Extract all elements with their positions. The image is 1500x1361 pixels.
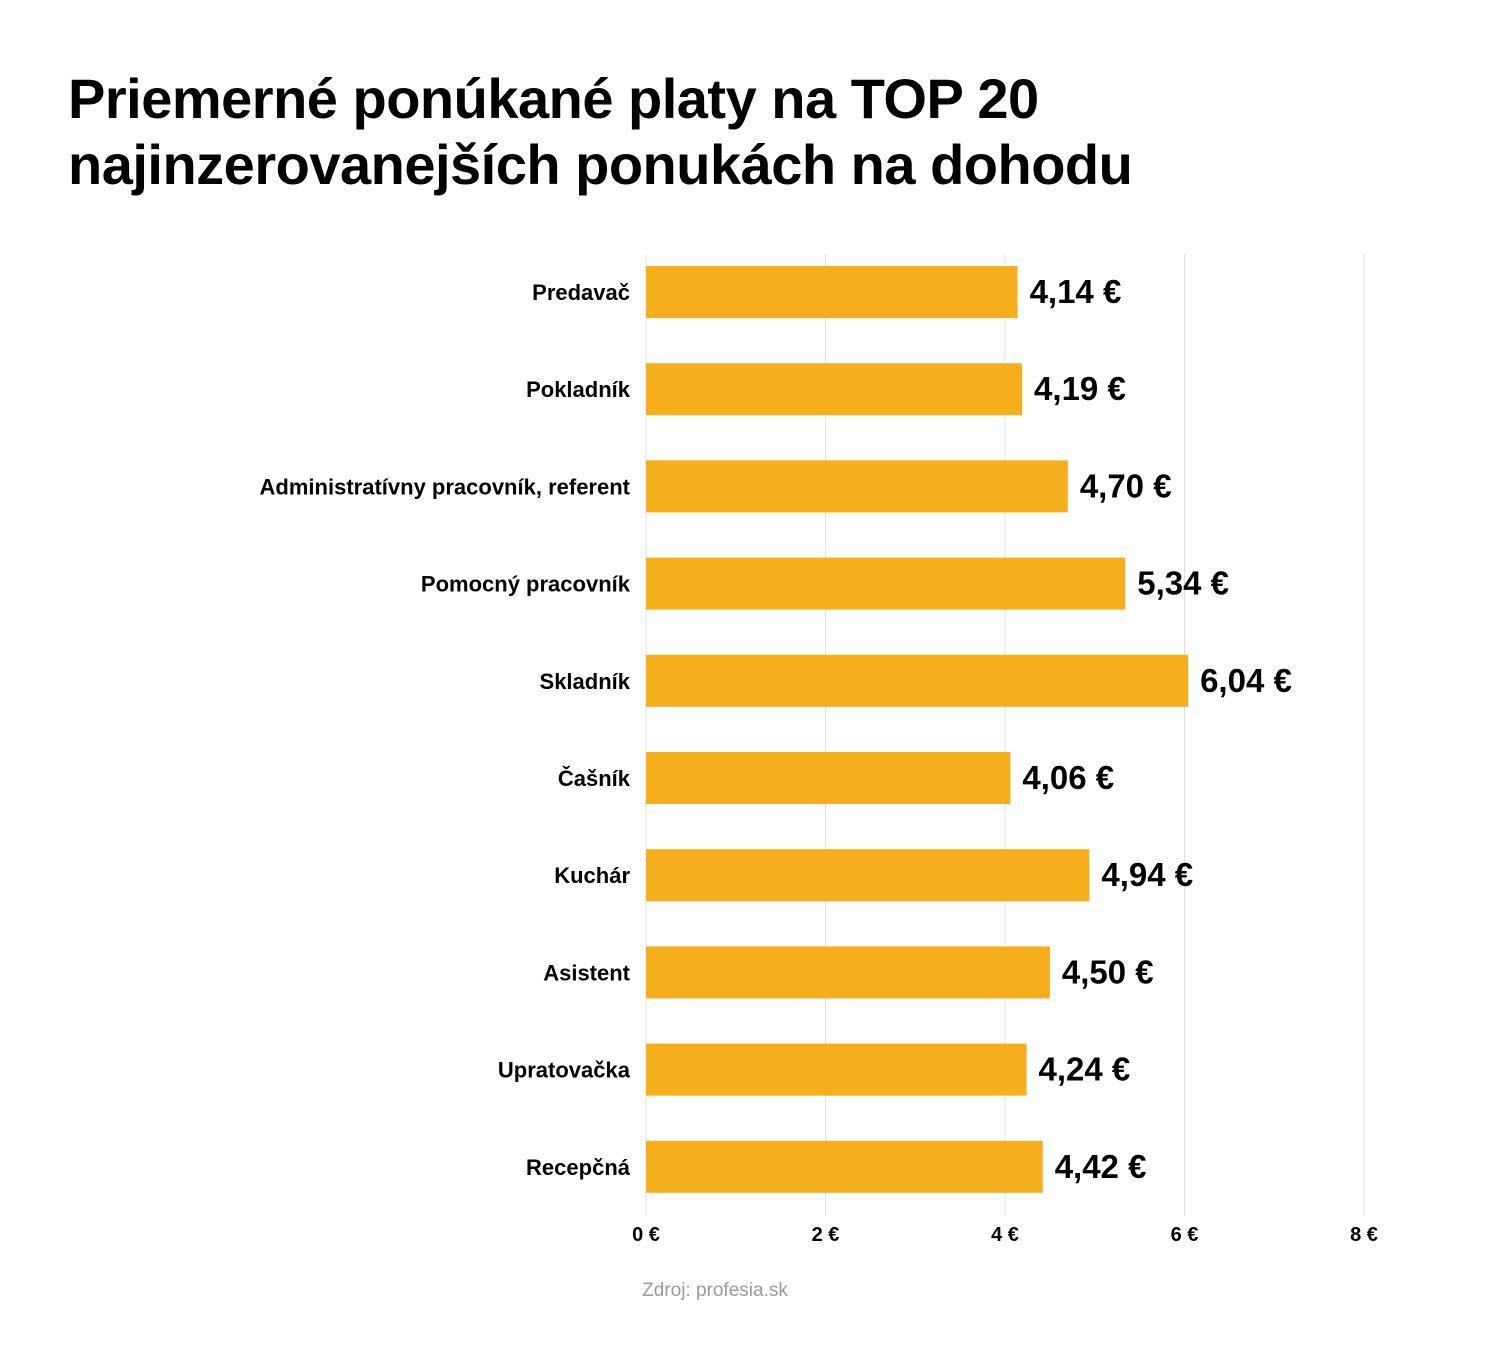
value-label: 4,14 € [1030,273,1122,310]
x-tick-label: 6 € [1171,1224,1199,1246]
bar [646,1140,1043,1193]
chart-title: Priemerné ponúkané platy na TOP 20 najin… [68,66,1368,198]
category-label: Recepčná [526,1155,631,1180]
category-labels: Predavač Pokladník Administratívny pracovn… [260,280,631,1180]
x-tick-label: 2 € [812,1224,840,1246]
value-label: 4,94 € [1101,856,1193,893]
value-label: 4,19 € [1034,370,1126,407]
bar [646,266,1018,318]
category-label: Administratívny pracovník, referent [260,474,631,499]
x-tick-label: 8 € [1350,1224,1378,1246]
category-label: Pomocný pracovník [421,572,631,597]
chart-title-line-2: najinzerovanejších ponukách na dohodu [68,133,1133,196]
value-label: 5,34 € [1137,565,1229,602]
value-label: 4,42 € [1055,1148,1147,1185]
bars [646,266,1189,1193]
bar [646,460,1068,513]
x-axis-ticks: 0 € 2 € 4 € 6 € 8 € [632,1224,1378,1246]
bar [646,849,1090,902]
chart-title-line-1: Priemerné ponúkané platy na TOP 20 [68,67,1039,130]
value-label: 6,04 € [1200,662,1292,699]
bar [646,654,1189,707]
category-label: Kuchár [554,863,630,888]
value-label: 4,50 € [1062,953,1154,990]
category-label: Upratovačka [498,1058,631,1083]
bar [646,363,1023,416]
source-note: Zdroj: profesia.sk [642,1280,788,1301]
x-tick-label: 4 € [991,1224,1019,1246]
bar [646,557,1126,610]
bar [646,752,1011,804]
bar [646,946,1050,999]
category-label: Skladník [540,669,631,694]
value-label: 4,24 € [1039,1051,1131,1088]
category-label: Asistent [543,960,630,985]
category-label: Čašník [558,766,631,791]
value-labels: 4,14 € 4,19 € 4,70 € 5,34 € 6,04 € 4,06 € 4,94… [1022,273,1291,1185]
category-label: Pokladník [526,377,631,402]
value-label: 4,06 € [1022,759,1114,796]
x-tick-label: 0 € [632,1224,660,1246]
category-label: Predavač [532,280,630,305]
bar [646,1043,1027,1096]
value-label: 4,70 € [1080,467,1172,504]
